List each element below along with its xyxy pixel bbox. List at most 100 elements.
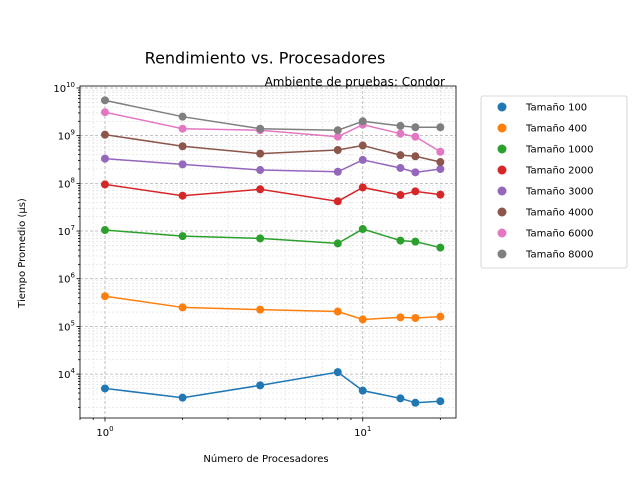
data-point [100,292,109,301]
y-axis-label: Tiempo Promedio (μs) [17,198,28,309]
data-point [333,167,342,176]
data-point [178,232,187,241]
legend-entry: Tamaño 4000 [497,207,594,219]
data-point [256,149,265,158]
legend-label: Tamaño 3000 [525,187,594,198]
legend-label: Tamaño 2000 [525,166,594,177]
data-point [411,398,420,407]
data-point [436,123,445,132]
legend-label: Tamaño 400 [525,124,587,135]
y-tick-label: 108 [58,176,75,190]
data-point [411,132,420,141]
y-tick-label: 106 [58,272,76,286]
series-2 [100,292,445,324]
legend-label: Tamaño 4000 [525,208,594,219]
series-6 [100,130,445,167]
legend-entry: Tamaño 2000 [497,165,594,177]
data-point [256,166,265,175]
series-7 [100,108,445,156]
data-point [436,243,445,252]
series-line [104,133,441,163]
data-point [411,314,420,323]
data-point [411,152,420,161]
data-point [256,234,265,243]
series-line [104,183,441,203]
x-tick-label: 101 [354,425,371,439]
legend-entry: Tamaño 100 [497,102,587,114]
data-point [178,191,187,200]
data-point [396,129,405,138]
series-line [104,111,441,153]
series-line [104,371,441,404]
series-line [104,295,441,321]
data-point [178,112,187,121]
data-point [333,132,342,141]
data-point [396,394,405,403]
data-point [178,160,187,169]
data-point [358,315,367,324]
data-point [100,226,109,235]
data-point [396,151,405,160]
data-point [358,117,367,126]
data-point [178,142,187,151]
data-point [436,397,445,406]
legend-marker [497,228,507,238]
legend-label: Tamaño 1000 [525,145,594,156]
y-tick-label: 105 [58,319,75,333]
data-point [100,384,109,393]
data-point [256,381,265,390]
grid [79,86,456,418]
data-point [100,108,109,117]
data-point [100,154,109,163]
data-point [396,190,405,199]
legend-entry: Tamaño 1000 [497,144,594,156]
data-point [333,368,342,377]
data-point [358,386,367,395]
legend-label: Tamaño 100 [525,103,587,114]
data-point [411,187,420,196]
legend-marker [497,102,507,112]
y-tick-label: 1010 [53,81,75,95]
legend-entry: Tamaño 6000 [497,228,594,240]
plot-frame [79,85,457,419]
data-point [333,126,342,135]
data-point [358,225,367,234]
y-tick-label: 104 [58,367,76,381]
data-point [396,236,405,245]
series-line [104,99,441,131]
x-tick-label: 100 [96,425,113,439]
chart-subtitle: Ambiente de pruebas: Condor [265,75,445,89]
legend-entry: Tamaño 400 [497,123,587,135]
data-point [411,168,420,177]
data-point [333,307,342,316]
legend: Tamaño 100 Tamaño 400 Tamaño 1000 Tamaño 20… [480,95,628,269]
data-series [100,96,445,407]
legend-label: Tamaño 8000 [525,250,594,261]
data-point [358,141,367,150]
data-point [436,147,445,156]
legend-frame [480,95,628,269]
data-point [436,312,445,321]
legend-marker [497,186,507,196]
data-point [178,393,187,402]
data-point [436,190,445,199]
data-point [411,123,420,132]
legend-marker [497,165,507,175]
legend-entry: Tamaño 8000 [497,249,594,261]
legend-label: Tamaño 6000 [525,229,594,240]
data-point [100,180,109,189]
series-5 [100,154,445,177]
y-tick-label: 109 [58,129,75,143]
data-point [178,124,187,133]
legend-entry: Tamaño 3000 [497,186,594,198]
data-point [100,130,109,139]
data-point [396,313,405,322]
data-point [411,237,420,246]
data-point [333,146,342,155]
data-point [256,185,265,194]
data-point [100,96,109,105]
legend-marker [497,144,507,154]
data-point [256,124,265,133]
legend-marker [497,249,507,259]
